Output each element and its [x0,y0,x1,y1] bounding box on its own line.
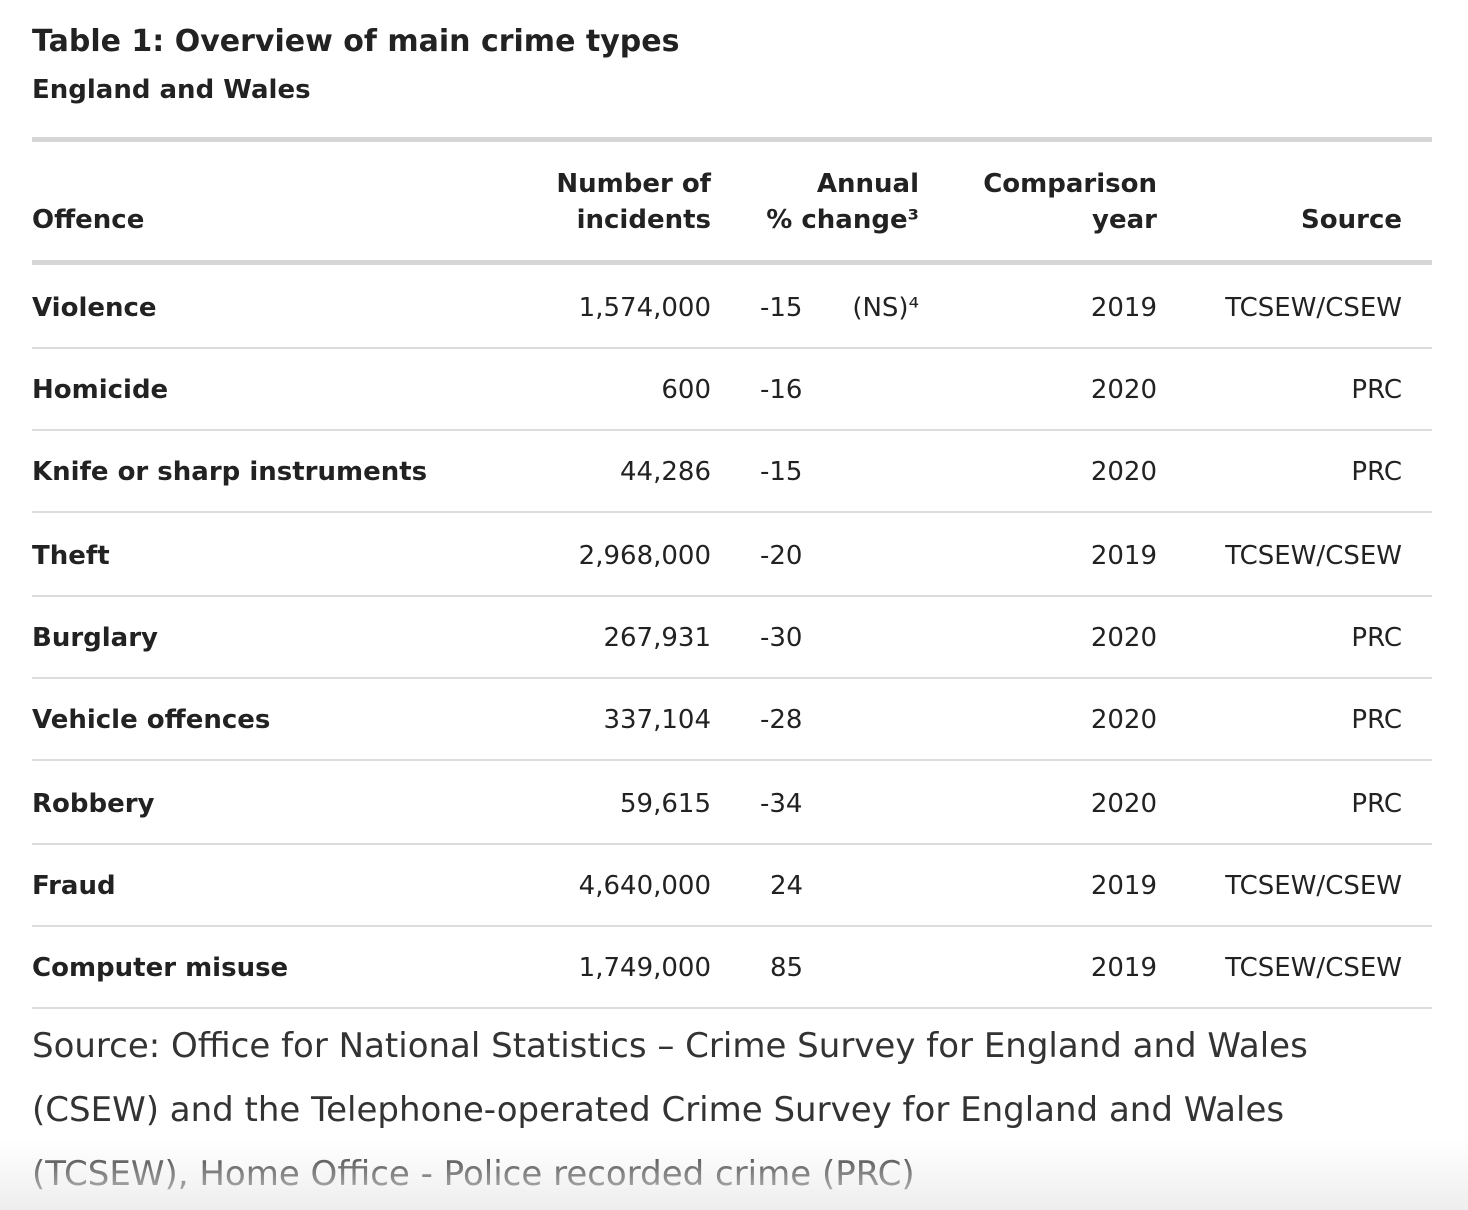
cell-source: PRC [1351,623,1402,653]
table-row: Computer misuse 1,749,000 85 2019 TCSEW/… [32,927,1432,1009]
cell-incidents: 4,640,000 [578,871,711,901]
cell-comparison-year: 2020 [1090,457,1157,487]
cell-comparison-year: 2020 [1090,623,1157,653]
header-year-line2: year [1092,205,1157,235]
cell-offence: Vehicle offences [32,705,271,735]
header-change-line2: % change³ [766,205,919,235]
table-row: Burglary 267,931 -30 2020 PRC [32,597,1432,679]
cell-source: TCSEW/CSEW [1225,293,1402,323]
cell-offence: Homicide [32,375,169,405]
source-note: Source: Office for National Statistics –… [32,1026,1308,1194]
cell-offence: Burglary [32,623,158,653]
table-title: Table 1: Overview of main crime types [32,24,680,59]
row-divider [32,925,1432,927]
cell-offence: Computer misuse [32,953,289,983]
cell-source: PRC [1351,457,1402,487]
cell-comparison-year: 2019 [1090,871,1157,901]
cell-incidents: 1,749,000 [578,953,711,983]
cell-annual-change: 24 [770,871,804,901]
cell-annual-change: -20 [760,541,803,571]
row-divider [32,429,1432,431]
cell-incidents: 600 [661,375,711,405]
cell-comparison-year: 2020 [1090,375,1157,405]
table-row: Theft 2,968,000 -20 2019 TCSEW/CSEW [32,515,1432,597]
header-top-rule [32,137,1432,142]
cell-source: TCSEW/CSEW [1225,541,1402,571]
cell-offence: Knife or sharp instruments [32,457,428,487]
cell-annual-change: -15 [760,293,803,323]
cell-annual-change: -16 [760,375,803,405]
row-divider [32,347,1432,349]
cell-annual-change: -15 [760,457,803,487]
table-row: Violence 1,574,000 -15 (NS)⁴ 2019 TCSEW/… [32,267,1432,349]
cell-source: PRC [1351,789,1402,819]
cell-comparison-year: 2020 [1090,789,1157,819]
cell-source: TCSEW/CSEW [1225,871,1402,901]
cell-annual-change: -28 [760,705,803,735]
cell-offence: Theft [32,541,110,571]
cell-incidents: 2,968,000 [578,541,711,571]
cell-incidents: 267,931 [603,623,711,653]
header-year-line1: Comparison [983,169,1157,199]
cell-source: PRC [1351,705,1402,735]
row-divider [32,677,1432,679]
cell-comparison-year: 2020 [1090,705,1157,735]
cell-annual-change: -34 [760,789,803,819]
row-divider [32,843,1432,845]
header-annual-change: Annual % change³ [766,166,919,238]
header-offence: Offence [32,205,145,235]
cell-significance-note: (NS)⁴ [852,293,919,323]
header-incidents-line1: Number of [556,169,711,199]
cell-incidents: 337,104 [603,705,711,735]
cell-comparison-year: 2019 [1090,293,1157,323]
row-divider [32,595,1432,597]
row-divider [32,1007,1432,1009]
header-incidents-line2: incidents [576,205,711,235]
cell-annual-change: 85 [770,953,804,983]
table-row: Robbery 59,615 -34 2020 PRC [32,763,1432,845]
cell-offence: Robbery [32,789,155,819]
cell-incidents: 59,615 [620,789,711,819]
header-source: Source [1301,205,1402,235]
cell-source: PRC [1351,375,1402,405]
cell-offence: Violence [32,293,157,323]
table-row: Fraud 4,640,000 24 2019 TCSEW/CSEW [32,845,1432,927]
header-change-line1: Annual [816,169,919,199]
cell-comparison-year: 2019 [1090,953,1157,983]
table-subtitle: England and Wales [32,75,311,105]
row-divider [32,759,1432,761]
cell-incidents: 44,286 [620,457,711,487]
header-bottom-rule [32,260,1432,265]
cell-incidents: 1,574,000 [578,293,711,323]
cell-offence: Fraud [32,871,116,901]
header-incidents: Number of incidents [556,166,711,238]
cell-source: TCSEW/CSEW [1225,953,1402,983]
header-comparison-year: Comparison year [983,166,1157,238]
table-row: Homicide 600 -16 2020 PRC [32,349,1432,431]
table-row: Knife or sharp instruments 44,286 -15 20… [32,431,1432,513]
row-divider [32,511,1432,513]
cell-annual-change: -30 [760,623,803,653]
table-row: Vehicle offences 337,104 -28 2020 PRC [32,679,1432,761]
cell-comparison-year: 2019 [1090,541,1157,571]
